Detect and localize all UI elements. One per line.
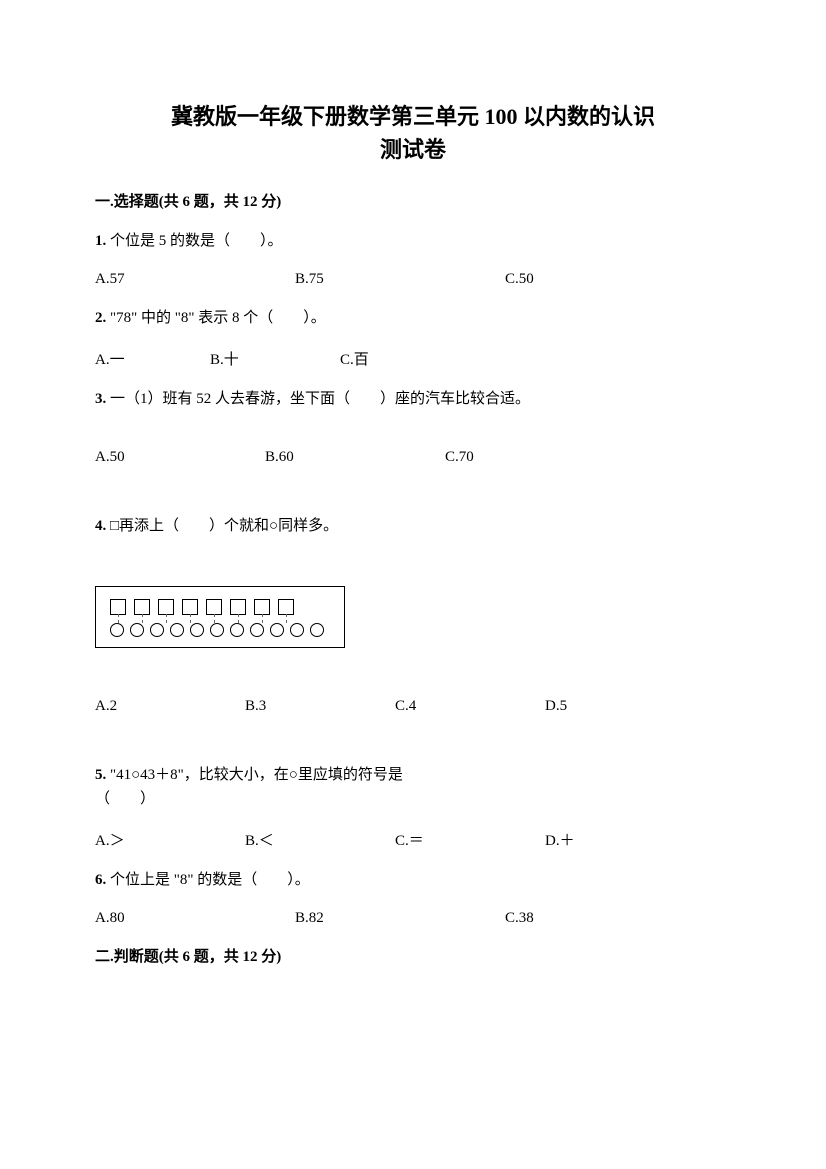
q4-figure (95, 586, 345, 648)
q6-num: 6. (95, 872, 106, 888)
circle-shape (150, 623, 164, 637)
circle-shape (170, 623, 184, 637)
connector-line (230, 615, 246, 623)
q5-opt-d: D.＋ (545, 829, 695, 850)
q4-opt-a: A.2 (95, 698, 245, 715)
connector-line (254, 615, 270, 623)
square-shape (110, 599, 126, 615)
q1-num: 1. (95, 233, 106, 249)
q6-options: A.80 B.82 C.38 (95, 910, 731, 927)
q6-opt-b: B.82 (295, 910, 505, 927)
q1-opt-b: B.75 (295, 271, 505, 288)
connector-line (206, 615, 222, 623)
q3-opt-a: A.50 (95, 449, 265, 466)
title-line-1: 冀教版一年级下册数学第三单元 100 以内数的认识 (95, 100, 731, 133)
section-2-header: 二.判断题(共 6 题，共 12 分) (95, 945, 731, 966)
question-5: 5. "41○43＋8"，比较大小，在○里应填的符号是 （ ） (95, 763, 731, 811)
square-shape (134, 599, 150, 615)
connector-line (134, 615, 150, 623)
q4-opt-c: C.4 (395, 698, 545, 715)
q1-opt-c: C.50 (505, 271, 534, 288)
title-line-2: 测试卷 (95, 133, 731, 166)
q6-text: 个位上是 "8" 的数是（ ）。 (106, 872, 310, 888)
q2-opt-b: B.十 (210, 348, 340, 369)
square-shape (254, 599, 270, 615)
q4-circles-row (110, 623, 330, 637)
q3-opt-b: B.60 (265, 449, 445, 466)
question-6: 6. 个位上是 "8" 的数是（ ）。 (95, 868, 731, 892)
q1-options: A.57 B.75 C.50 (95, 271, 731, 288)
q5-num: 5. (95, 767, 106, 783)
q3-options: A.50 B.60 C.70 (95, 449, 731, 466)
q4-connector-row (110, 615, 330, 623)
q4-squares-row (110, 599, 330, 615)
question-4: 4. □再添上（ ）个就和○同样多。 (95, 514, 731, 538)
q5-opt-a: A.＞ (95, 829, 245, 850)
q4-opt-d: D.5 (545, 698, 695, 715)
question-1: 1. 个位是 5 的数是（ ）。 (95, 229, 731, 253)
circle-shape (270, 623, 284, 637)
section-1-header: 一.选择题(共 6 题，共 12 分) (95, 190, 731, 211)
q4-num: 4. (95, 518, 106, 534)
q5-opt-c: C.＝ (395, 829, 545, 850)
q2-opt-a: A.一 (95, 348, 210, 369)
circle-shape (210, 623, 224, 637)
q3-text: 一（1）班有 52 人去春游，坐下面（ ）座的汽车比较合适。 (106, 391, 530, 407)
question-3: 3. 一（1）班有 52 人去春游，坐下面（ ）座的汽车比较合适。 (95, 387, 731, 411)
square-shape (158, 599, 174, 615)
square-shape (206, 599, 222, 615)
square-shape (230, 599, 246, 615)
circle-shape (230, 623, 244, 637)
q4-opt-b: B.3 (245, 698, 395, 715)
q6-opt-c: C.38 (505, 910, 534, 927)
q5-options: A.＞ B.＜ C.＝ D.＋ (95, 829, 731, 850)
q5-opt-b: B.＜ (245, 829, 395, 850)
q1-text: 个位是 5 的数是（ ）。 (106, 233, 282, 249)
connector-line (110, 615, 126, 623)
q5-text: "41○43＋8"，比较大小，在○里应填的符号是 (106, 767, 403, 783)
circle-shape (110, 623, 124, 637)
q4-text: □再添上（ ）个就和○同样多。 (106, 518, 338, 534)
square-shape (278, 599, 294, 615)
page-title: 冀教版一年级下册数学第三单元 100 以内数的认识 测试卷 (95, 100, 731, 166)
q6-opt-a: A.80 (95, 910, 295, 927)
q2-options: A.一 B.十 C.百 (95, 348, 731, 369)
q2-num: 2. (95, 310, 106, 326)
circle-shape (310, 623, 324, 637)
q2-text: "78" 中的 "8" 表示 8 个（ ）。 (106, 310, 326, 326)
q1-opt-a: A.57 (95, 271, 295, 288)
circle-shape (190, 623, 204, 637)
connector-line (182, 615, 198, 623)
circle-shape (130, 623, 144, 637)
circle-shape (250, 623, 264, 637)
q5-paren: （ ） (95, 791, 155, 807)
q4-options: A.2 B.3 C.4 D.5 (95, 698, 731, 715)
connector-line (158, 615, 174, 623)
question-2: 2. "78" 中的 "8" 表示 8 个（ ）。 (95, 306, 731, 330)
q3-opt-c: C.70 (445, 449, 474, 466)
circle-shape (290, 623, 304, 637)
q2-opt-c: C.百 (340, 348, 369, 369)
square-shape (182, 599, 198, 615)
connector-line (278, 615, 294, 623)
q3-num: 3. (95, 391, 106, 407)
